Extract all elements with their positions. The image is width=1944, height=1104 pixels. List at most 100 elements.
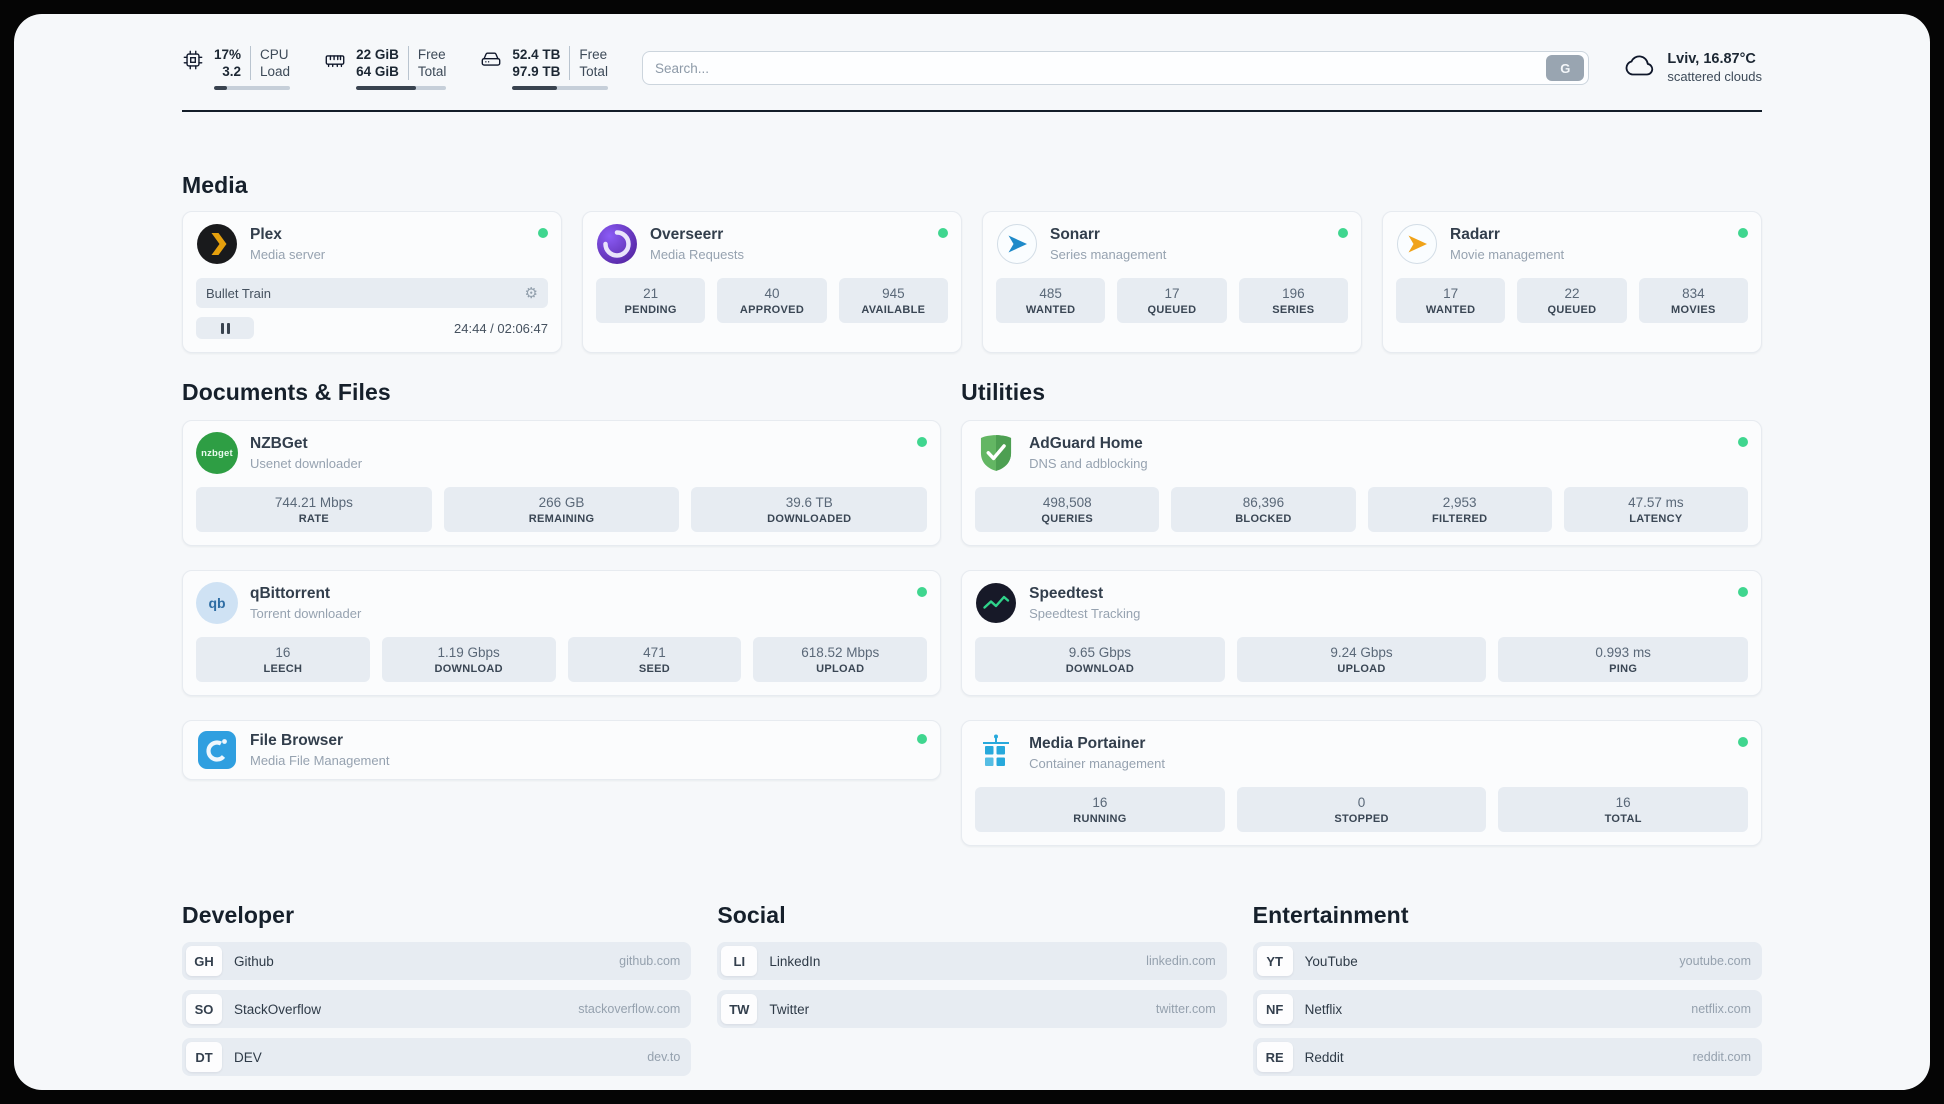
disk-free-label: Free: [579, 47, 608, 62]
stat-value: 196: [1282, 286, 1305, 301]
service-card-sonarr[interactable]: Sonarr Series management 485 WANTED 17 Q…: [982, 211, 1362, 353]
cpu-label: CPU: [260, 47, 289, 62]
disk-icon: [480, 46, 502, 90]
player-controls: 24:44 / 02:06:47: [196, 317, 548, 339]
nzbget-stats: 744.21 Mbps RATE 266 GB REMAINING 39.6 T…: [196, 487, 928, 532]
now-playing-row: Bullet Train ⚙: [196, 278, 548, 308]
service-subtitle: Torrent downloader: [250, 606, 362, 621]
stat-label: QUEUED: [1147, 304, 1197, 316]
memory-total-label: Total: [417, 64, 447, 79]
stat-block: 9.24 Gbps UPLOAD: [1236, 637, 1487, 682]
cpu-load-value: 3.2: [222, 64, 242, 79]
header-bar: 17% 3.2 CPU Load: [182, 14, 1762, 90]
weather-widget: Lviv, 16.87°C scattered clouds: [1623, 51, 1762, 86]
adguard-stats: 498,508 QUERIES 86,396 BLOCKED 2,953 FIL…: [975, 487, 1748, 532]
bookmark-youtube[interactable]: YT YouTube youtube.com: [1252, 942, 1762, 980]
stat-block: 17 WANTED: [1396, 278, 1506, 323]
stat-block: 9.65 Gbps DOWNLOAD: [975, 637, 1225, 682]
status-indicator: [538, 228, 548, 238]
service-card-overseerr[interactable]: Overseerr Media Requests 21 PENDING 40 A…: [582, 211, 962, 353]
bookmark-abbr: LI: [721, 946, 758, 976]
cpu-icon: [182, 46, 204, 90]
cpu-widget: 17% 3.2 CPU Load: [182, 46, 291, 90]
stat-value: 39.6 TB: [785, 495, 833, 510]
stat-block: 40 APPROVED: [717, 278, 827, 323]
search-input[interactable]: [654, 60, 1547, 76]
bookmark-linkedin[interactable]: LI LinkedIn linkedin.com: [717, 942, 1227, 980]
bookmark-dev[interactable]: DT DEV dev.to: [182, 1038, 692, 1076]
service-name: NZBGet: [250, 435, 308, 452]
service-card-plex[interactable]: Plex Media server Bullet Train ⚙ 24:44 /…: [182, 211, 562, 353]
bookmark-name: Reddit: [1304, 1049, 1344, 1065]
stat-label: LEECH: [263, 663, 303, 675]
bookmark-name: Netflix: [1304, 1001, 1343, 1017]
bookmark-netflix[interactable]: NF Netflix netflix.com: [1252, 990, 1762, 1028]
service-card-portainer[interactable]: Media Portainer Container management 16 …: [961, 720, 1762, 846]
stat-block: 1.19 Gbps DOWNLOAD: [381, 637, 556, 682]
service-card-filebrowser[interactable]: File Browser Media File Management: [182, 720, 942, 780]
service-card-speedtest[interactable]: Speedtest Speedtest Tracking 9.65 Gbps D…: [961, 570, 1762, 696]
stat-label: DOWNLOADED: [767, 513, 852, 525]
stat-block: 945 AVAILABLE: [838, 278, 948, 323]
stat-label: MOVIES: [1671, 304, 1716, 316]
service-subtitle: DNS and adblocking: [1029, 456, 1148, 471]
cloud-icon: [1623, 53, 1657, 84]
service-name: Overseerr: [650, 226, 724, 243]
bookmarks-social: Social LI LinkedIn linkedin.com TW Twitt…: [717, 902, 1227, 1028]
service-card-nzbget[interactable]: nzbget NZBGet Usenet downloader 744.21 M…: [182, 420, 942, 546]
bookmark-abbr: RE: [1256, 1042, 1293, 1072]
now-playing-title: Bullet Train: [206, 285, 272, 301]
service-card-adguard[interactable]: AdGuard Home DNS and adblocking 498,508 …: [961, 420, 1762, 546]
stat-value: 16: [1615, 795, 1631, 810]
search-provider-button[interactable]: G: [1546, 55, 1585, 81]
bookmark-github[interactable]: GH Github github.com: [182, 942, 692, 980]
service-card-qbittorrent[interactable]: qb qBittorrent Torrent downloader 16: [182, 570, 942, 696]
stat-label: UPLOAD: [816, 663, 865, 675]
memory-icon: [324, 46, 346, 90]
stat-label: QUERIES: [1041, 513, 1094, 525]
stat-label: WANTED: [1425, 304, 1476, 316]
status-indicator: [1738, 228, 1748, 238]
stat-block: 86,396 BLOCKED: [1171, 487, 1356, 532]
pause-button[interactable]: [196, 317, 254, 339]
stat-label: PENDING: [624, 304, 677, 316]
stat-value: 21: [643, 286, 659, 301]
service-name: Sonarr: [1050, 226, 1100, 243]
stat-block: 471 SEED: [567, 637, 742, 682]
service-name: Media Portainer: [1029, 735, 1146, 752]
stat-label: PING: [1609, 663, 1638, 675]
stat-value: 1.19 Gbps: [437, 645, 500, 660]
stat-block: 498,508 QUERIES: [975, 487, 1160, 532]
service-name: AdGuard Home: [1029, 435, 1143, 452]
bookmark-url: linkedin.com: [1146, 954, 1216, 968]
stat-label: AVAILABLE: [861, 304, 926, 316]
bookmark-abbr: GH: [186, 946, 222, 976]
service-subtitle: Movie management: [1450, 247, 1565, 262]
stat-value: 618.52 Mbps: [801, 645, 880, 660]
disk-widget: 52.4 TB 97.9 TB Free Total: [480, 46, 608, 90]
settings-gear-icon[interactable]: ⚙: [524, 284, 538, 302]
bookmark-reddit[interactable]: RE Reddit reddit.com: [1252, 1038, 1762, 1076]
status-indicator: [1338, 228, 1348, 238]
filebrowser-icon: [198, 731, 236, 769]
stat-label: SEED: [638, 663, 671, 675]
bookmark-twitter[interactable]: TW Twitter twitter.com: [717, 990, 1227, 1028]
status-indicator: [1738, 587, 1748, 597]
stat-block: 16 LEECH: [196, 637, 370, 682]
utilities-column: Utilities AdGuard Home DNS: [961, 379, 1762, 846]
weather-condition: scattered clouds: [1667, 69, 1762, 84]
memory-progress-track: [356, 86, 447, 90]
stat-label: BLOCKED: [1235, 513, 1292, 525]
stat-value: 22: [1564, 286, 1580, 301]
stat-block: 0.993 ms PING: [1498, 637, 1748, 682]
service-subtitle: Usenet downloader: [250, 456, 363, 471]
stat-block: 16 TOTAL: [1498, 787, 1748, 832]
bookmark-stackoverflow[interactable]: SO StackOverflow stackoverflow.com: [182, 990, 692, 1028]
stat-value: 86,396: [1242, 495, 1285, 510]
stat-block: 2,953 FILTERED: [1367, 487, 1552, 532]
service-card-radarr[interactable]: Radarr Movie management 17 WANTED 22 QUE…: [1382, 211, 1762, 353]
service-name: qBittorrent: [250, 585, 331, 602]
bookmark-abbr: DT: [186, 1042, 222, 1072]
status-indicator: [1738, 437, 1748, 447]
speedtest-icon: [976, 583, 1017, 623]
